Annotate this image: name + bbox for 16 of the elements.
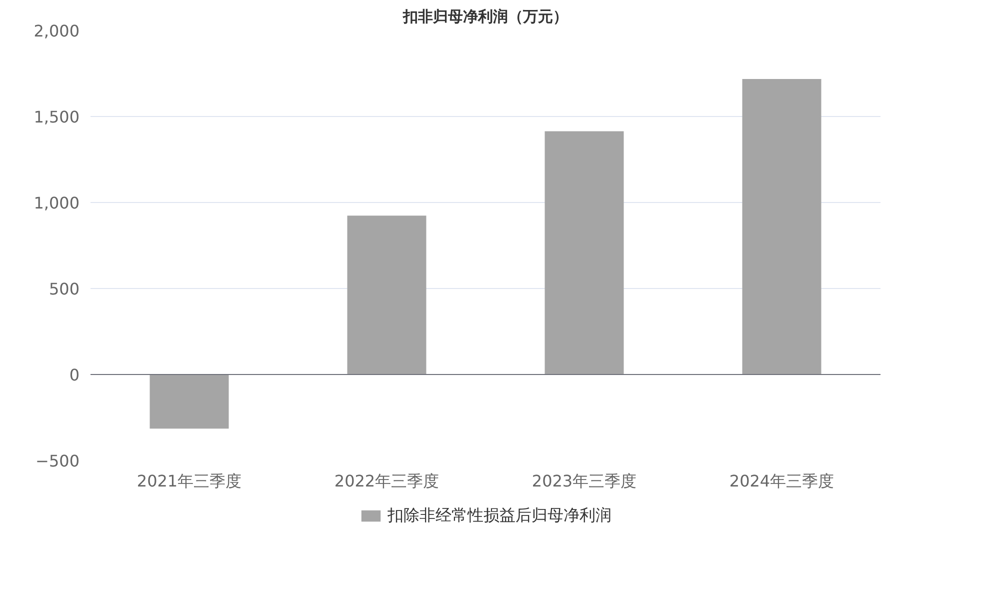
chart-title: 扣非归母净利润（万元）: [402, 8, 568, 26]
legend-label: 扣除非经常性损益后归母净利润: [388, 505, 612, 526]
x-tick-label: 2022年三季度: [334, 472, 440, 490]
bar: [150, 374, 229, 429]
x-tick-label: 2023年三季度: [532, 472, 637, 490]
y-tick-label: 1,000: [34, 194, 80, 212]
y-tick-label: −500: [36, 452, 80, 470]
y-tick-label: 1,500: [34, 108, 80, 126]
y-tick-label: 0: [69, 366, 80, 384]
x-tick-label: 2024年三季度: [729, 472, 834, 490]
y-tick-label: 2,000: [34, 22, 80, 40]
bar: [544, 131, 624, 374]
x-tick-label: 2021年三季度: [136, 472, 242, 490]
y-tick-label: 500: [48, 280, 80, 298]
bar: [742, 79, 822, 374]
bar: [347, 216, 426, 374]
